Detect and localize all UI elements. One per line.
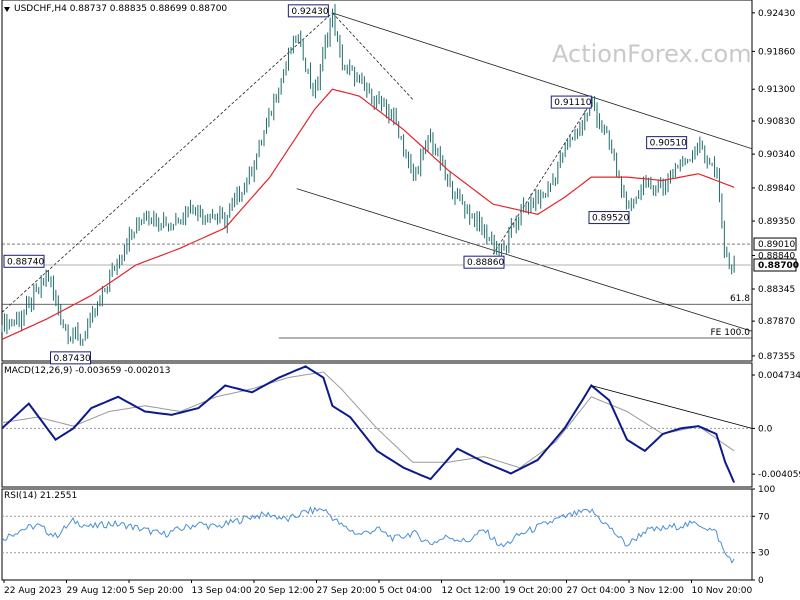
price-annotation-label: 0.92430 <box>291 7 328 17</box>
price-annotation-label: 0.91110 <box>554 98 591 108</box>
x-tick-label: 19 Oct 20:00 <box>504 586 563 596</box>
right-price-marker <box>753 258 797 272</box>
x-tick-label: 27 Sep 20:00 <box>317 586 377 596</box>
watermark: ActionForex.com <box>552 40 752 68</box>
price-annotation-label: 0.88860 <box>467 258 504 268</box>
y-tick-label: 0.88345 <box>758 285 795 295</box>
macd-panel-title: MACD(12,26,9) -0.003659 -0.002013 <box>4 366 171 376</box>
x-tick-label: 22 Aug 2023 <box>4 586 62 596</box>
price-annotation-box <box>3 254 45 268</box>
rsi-y-tick-label: 30 <box>758 549 770 559</box>
lower-channel-line <box>296 188 753 332</box>
y-tick-label: 0.89350 <box>758 217 795 227</box>
upper-channel-line <box>332 12 753 150</box>
macd-panel-frame <box>1 362 753 488</box>
price-annotation-box <box>287 4 329 18</box>
price-annotation-box <box>588 211 630 225</box>
y-tick-label: 0.87355 <box>758 352 795 362</box>
price-annotation-box <box>550 95 592 109</box>
right-price-marker <box>753 237 797 251</box>
right-price-marker-label: 0.88700 <box>758 261 799 271</box>
x-tick-label: 5 Sep 20:00 <box>129 586 184 596</box>
rsi-line <box>1 505 735 564</box>
macd-line <box>1 365 736 483</box>
dashed-rebound-line <box>492 101 592 255</box>
dashed-rise-line <box>1 12 333 313</box>
macd-y-tick-label: 0.004734 <box>758 371 800 381</box>
right-price-marker-label: 0.89010 <box>758 240 795 250</box>
main-panel-frame <box>1 0 753 362</box>
y-tick-label: 0.91300 <box>758 85 795 95</box>
macd-signal-line <box>1 371 735 469</box>
y-tick-label: 0.90830 <box>758 117 795 127</box>
macd-trend-line <box>591 385 753 429</box>
moving-average-line <box>1 88 735 340</box>
y-tick-label: 0.89840 <box>758 184 795 194</box>
price-annotation-box <box>463 255 505 269</box>
macd-y-tick-label: 0.0 <box>758 424 773 434</box>
price-annotation-label: 0.88740 <box>7 257 44 267</box>
x-tick-label: 5 Oct 04:00 <box>379 586 432 596</box>
rsi-panel-frame <box>1 488 753 581</box>
level-label: 61.8 <box>730 294 750 304</box>
x-tick-label: 27 Oct 04:00 <box>567 586 626 596</box>
y-tick-label: 0.87870 <box>758 317 795 327</box>
price-annotation-label: 0.90510 <box>650 139 687 149</box>
y-tick-label: 0.88840 <box>758 252 795 262</box>
price-bars <box>1 3 735 346</box>
y-tick-label: 0.92430 <box>758 9 795 19</box>
y-tick-label: 0.91860 <box>758 47 795 57</box>
rsi-y-tick-label: 100 <box>758 485 775 495</box>
x-tick-label: 13 Sep 04:00 <box>192 586 252 596</box>
x-tick-label: 29 Aug 12:00 <box>67 586 128 596</box>
price-annotation-label: 0.89520 <box>592 214 629 224</box>
price-annotation-box <box>50 351 91 365</box>
x-tick-label: 12 Oct 12:00 <box>442 586 501 596</box>
rsi-panel-title: RSI(14) 21.2551 <box>4 491 78 501</box>
collapse-triangle-icon[interactable] <box>4 7 10 12</box>
y-tick-label: 0.90340 <box>758 150 795 160</box>
x-tick-label: 3 Nov 12:00 <box>629 586 684 596</box>
main-panel-title: USDCHF,H4 0.88737 0.88835 0.88699 0.8870… <box>14 4 228 14</box>
price-annotation-box <box>646 136 688 150</box>
x-tick-label: 10 Nov 20:00 <box>692 586 753 596</box>
macd-y-tick-label: -0.004059 <box>758 470 800 480</box>
rsi-y-tick-label: 70 <box>758 512 770 522</box>
rsi-y-tick-label: 0 <box>758 576 764 586</box>
level-label: FE 100.0 <box>711 328 751 338</box>
x-tick-label: 20 Sep 12:00 <box>254 586 314 596</box>
price-annotation-label: 0.87430 <box>54 354 91 364</box>
